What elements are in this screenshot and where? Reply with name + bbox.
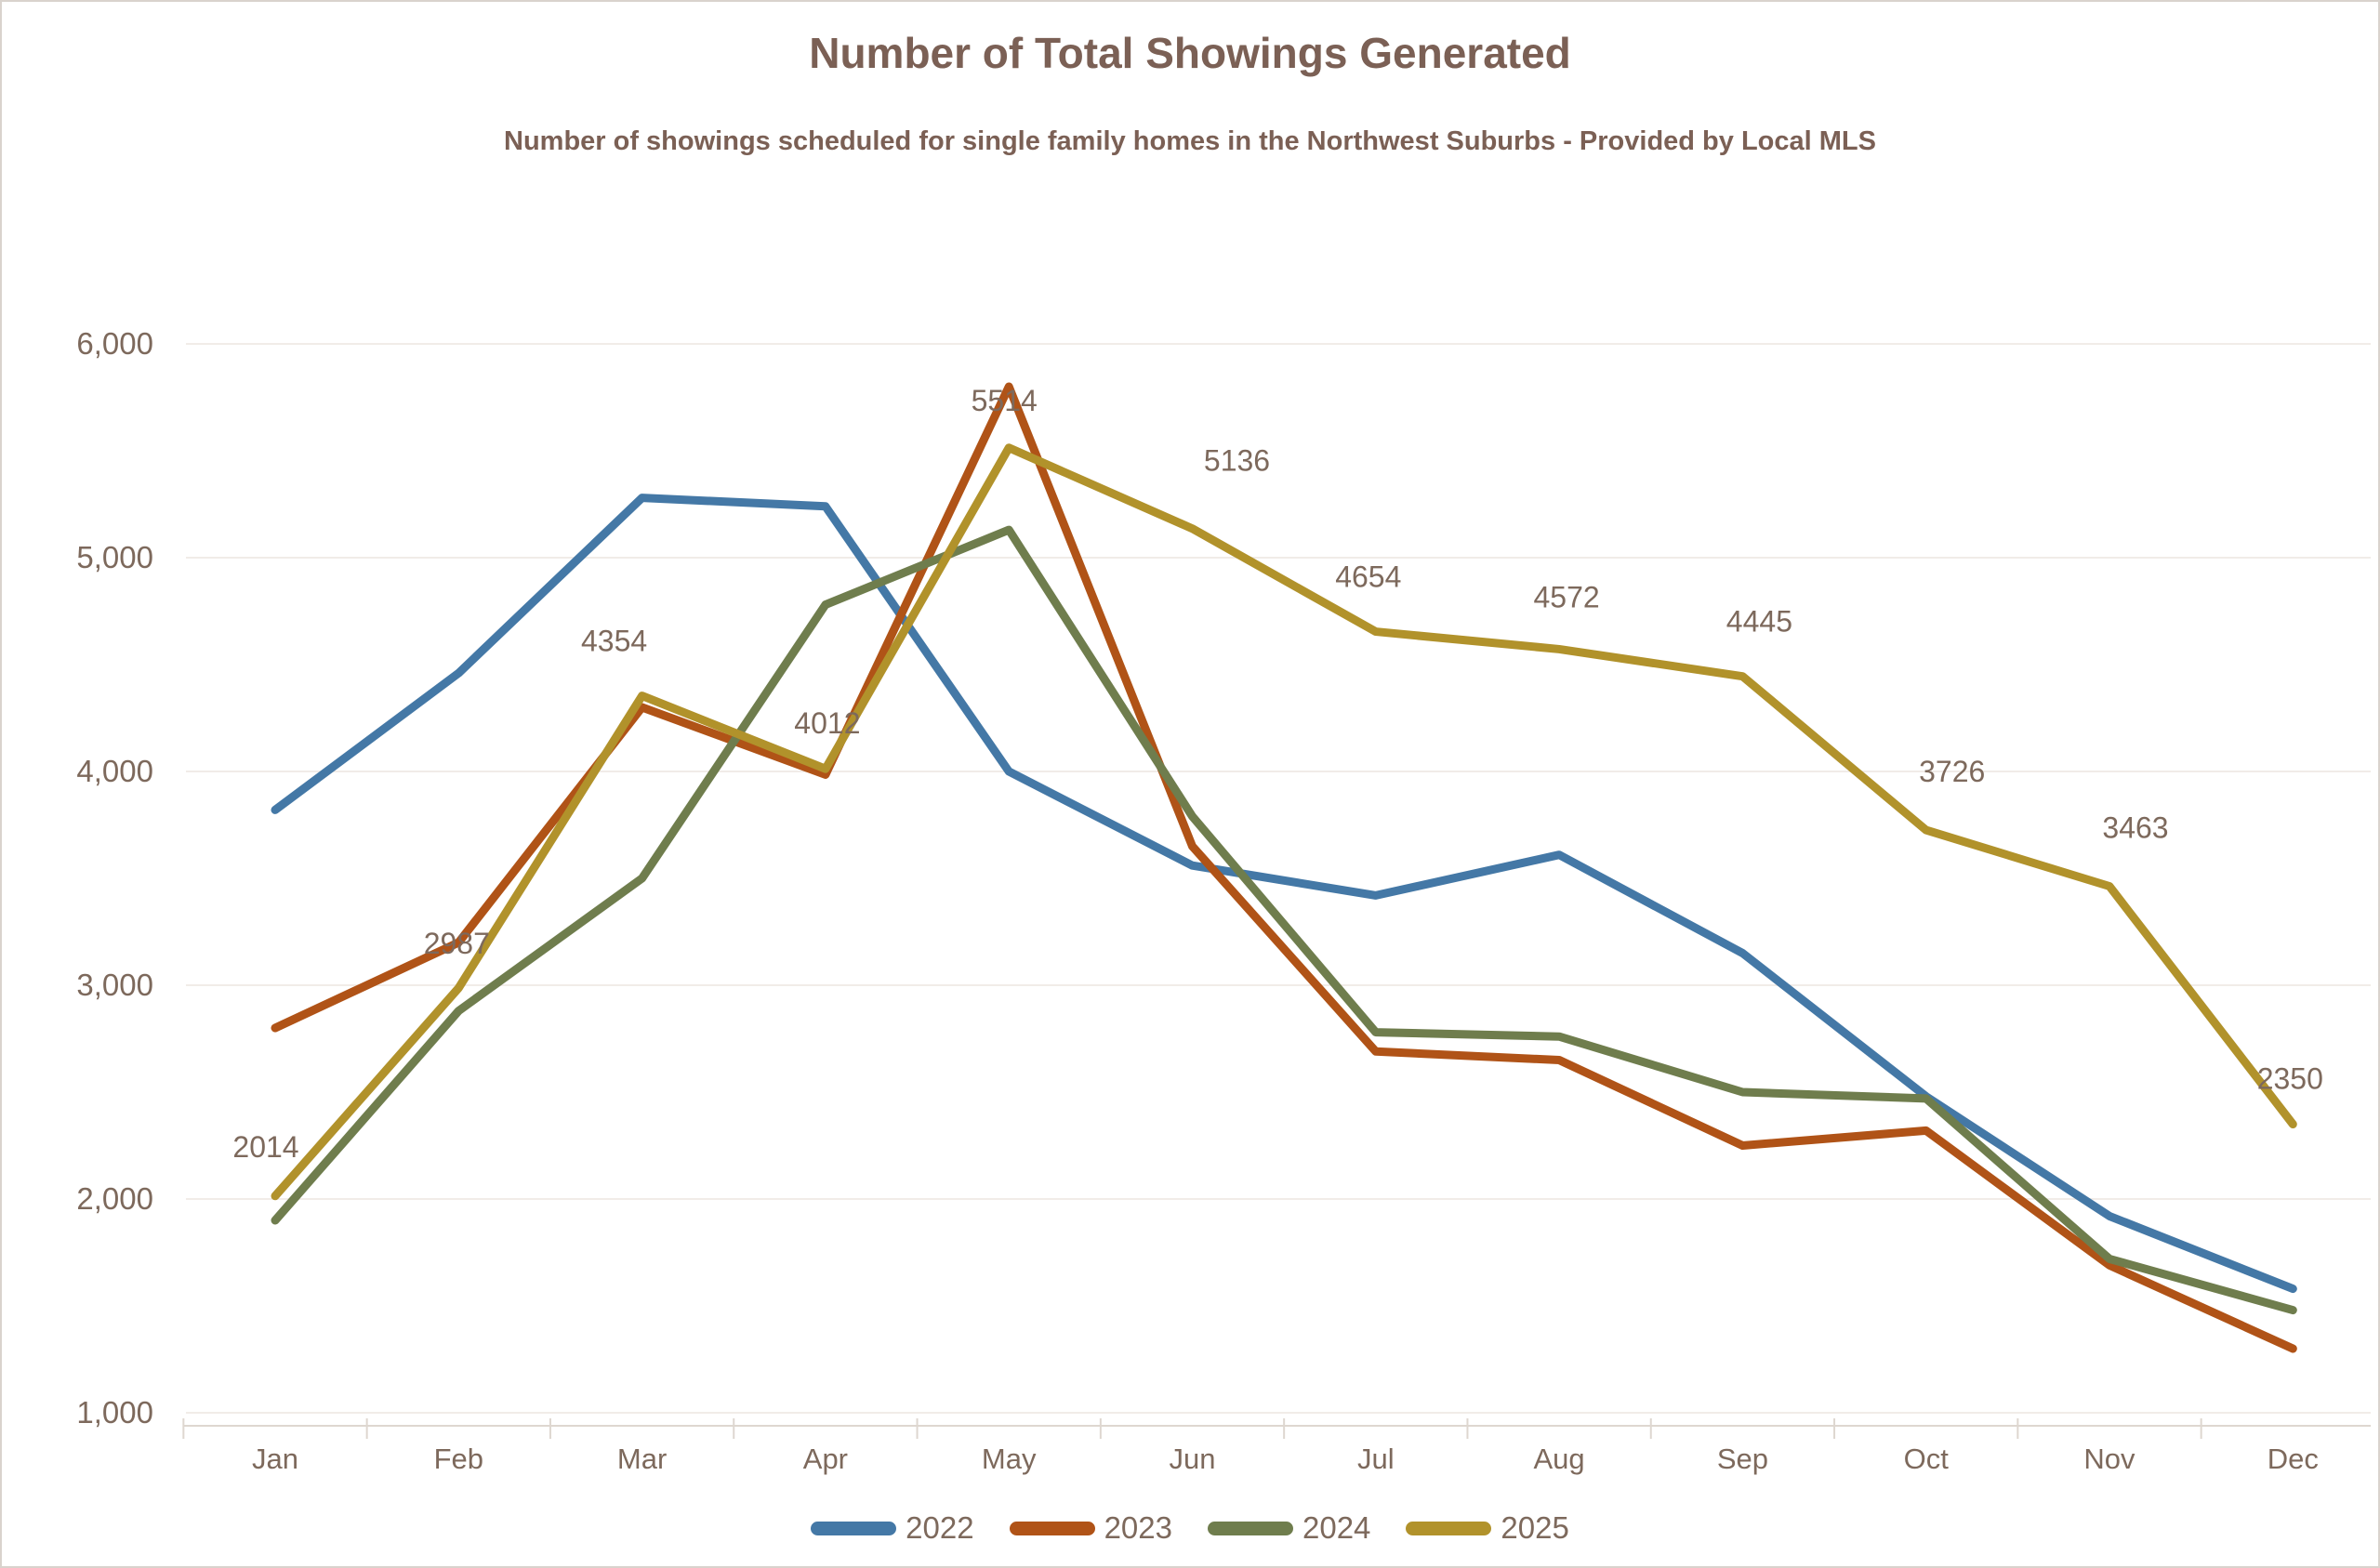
- x-axis-label-Feb: Feb: [434, 1443, 483, 1475]
- data-label-2014: 2014: [232, 1130, 298, 1164]
- y-axis-label-5000: 5,000: [76, 540, 153, 574]
- x-axis-label-Sep: Sep: [1717, 1443, 1768, 1475]
- legend-swatch-2025: [1406, 1521, 1492, 1535]
- legend-label-2025: 2025: [1501, 1510, 1569, 1545]
- data-label-4572: 4572: [1534, 580, 1600, 613]
- data-label-2987: 2987: [424, 927, 490, 960]
- legend-item-2024: 2024: [1208, 1510, 1370, 1546]
- legend-label-2024: 2024: [1302, 1510, 1371, 1545]
- y-axis-label-2000: 2,000: [76, 1181, 153, 1216]
- chart-subtitle: Number of showings scheduled for single …: [504, 126, 1876, 156]
- y-axis-label-4000: 4,000: [76, 754, 153, 788]
- x-axis-label-Nov: Nov: [2083, 1443, 2135, 1475]
- data-label-4654: 4654: [1335, 560, 1401, 594]
- data-label-3463: 3463: [2102, 811, 2168, 845]
- data-label-2350: 2350: [2257, 1062, 2323, 1096]
- x-axis-label-Dec: Dec: [2268, 1443, 2319, 1475]
- y-axis-label-6000: 6,000: [76, 326, 153, 361]
- legend-item-2022: 2022: [811, 1510, 974, 1546]
- data-label-3726: 3726: [1919, 755, 1985, 788]
- data-label-5136: 5136: [1204, 444, 1270, 478]
- y-axis-label-3000: 3,000: [76, 968, 153, 1002]
- chart-title: Number of Total Showings Generated: [809, 29, 1571, 77]
- legend-swatch-2023: [1009, 1521, 1095, 1535]
- data-label-5514: 5514: [972, 384, 1038, 417]
- legend-label-2023: 2023: [1104, 1510, 1172, 1545]
- x-axis-label-Oct: Oct: [1904, 1443, 1950, 1475]
- x-axis-label-Jan: Jan: [252, 1443, 298, 1475]
- data-label-4012: 4012: [794, 706, 860, 740]
- x-axis-label-Apr: Apr: [803, 1443, 848, 1475]
- y-axis-label-1000: 1,000: [76, 1395, 153, 1430]
- x-axis-label-Jun: Jun: [1170, 1443, 1216, 1475]
- legend-swatch-2022: [811, 1521, 897, 1535]
- chart-legend: 2022 2023 2024 2025: [2, 1510, 2378, 1546]
- series-line-2022: [271, 494, 2297, 1294]
- series-line-2024: [271, 525, 2297, 1315]
- legend-item-2023: 2023: [1009, 1510, 1172, 1546]
- legend-label-2022: 2022: [906, 1510, 974, 1545]
- x-axis-label-Mar: Mar: [617, 1443, 667, 1475]
- series-line-2025: [271, 443, 2297, 1201]
- x-axis-label-Jul: Jul: [1357, 1443, 1395, 1475]
- data-label-4354: 4354: [581, 625, 647, 658]
- x-axis-label-May: May: [982, 1443, 1037, 1475]
- series-line-2023: [271, 382, 2297, 1353]
- legend-swatch-2024: [1208, 1521, 1293, 1535]
- legend-item-2025: 2025: [1406, 1510, 1569, 1546]
- x-axis-label-Aug: Aug: [1534, 1443, 1585, 1475]
- data-label-4445: 4445: [1726, 605, 1792, 639]
